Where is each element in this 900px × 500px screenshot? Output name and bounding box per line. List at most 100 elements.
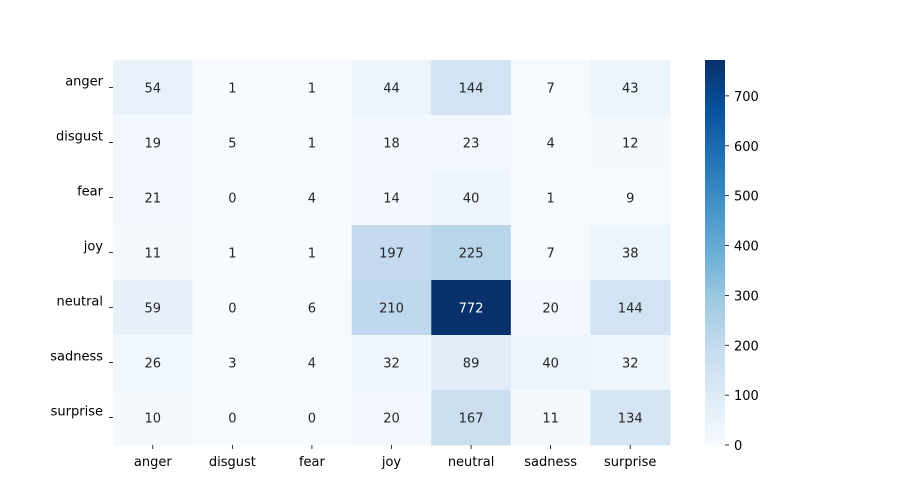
cell-neutral-fear — [272, 280, 353, 336]
cell-value-label: 40 — [463, 192, 480, 207]
cell-value-label: 225 — [459, 247, 484, 262]
cell-disgust-sadness — [510, 115, 591, 171]
cell-value-label: 32 — [383, 357, 400, 372]
x-tick-label-surprise: surprise — [604, 455, 656, 470]
colorbar-tick-label: 300 — [734, 289, 759, 304]
cell-value-label: 4 — [308, 192, 316, 207]
cell-joy-disgust — [192, 225, 273, 281]
cell-value-label: 9 — [626, 192, 634, 207]
y-tick-label-sadness: sadness — [50, 350, 103, 365]
cell-joy-fear — [272, 225, 353, 281]
cell-disgust-neutral — [431, 115, 512, 171]
cell-surprise-anger — [113, 390, 194, 446]
x-tick-label-anger: anger — [134, 455, 172, 470]
cell-surprise-neutral — [431, 390, 512, 446]
cell-sadness-fear — [272, 335, 353, 391]
cell-disgust-anger — [113, 115, 194, 171]
cell-neutral-sadness — [510, 280, 591, 336]
cell-value-label: 1 — [228, 82, 236, 97]
cell-value-label: 0 — [228, 412, 236, 427]
cell-value-label: 0 — [228, 302, 236, 317]
cell-value-label: 4 — [547, 137, 555, 152]
cell-value-label: 6 — [308, 302, 316, 317]
cell-surprise-fear — [272, 390, 353, 446]
cell-value-label: 26 — [145, 357, 162, 372]
cell-neutral-neutral — [431, 280, 512, 336]
cell-value-label: 11 — [145, 247, 162, 262]
cell-value-label: 40 — [542, 357, 559, 372]
cell-value-label: 144 — [618, 302, 643, 317]
cell-value-label: 12 — [622, 137, 639, 152]
cell-value-label: 144 — [459, 82, 484, 97]
y-tick-label-disgust: disgust — [56, 130, 103, 145]
cell-surprise-joy — [351, 390, 432, 446]
cell-neutral-anger — [113, 280, 194, 336]
colorbar-tick-label: 200 — [734, 339, 759, 354]
cell-fear-neutral — [431, 170, 512, 226]
colorbar: 0 100 200 300 400 500 600 700 — [705, 60, 759, 454]
cell-value-label: 7 — [547, 247, 555, 262]
cell-value-label: 1 — [228, 247, 236, 262]
cell-disgust-joy — [351, 115, 432, 171]
cell-value-label: 1 — [308, 247, 316, 262]
cell-joy-sadness — [510, 225, 591, 281]
cell-value-label: 0 — [308, 412, 316, 427]
cell-value-label: 1 — [308, 82, 316, 97]
y-tick-label-joy: joy — [83, 240, 104, 255]
cell-surprise-disgust — [192, 390, 273, 446]
cell-value-label: 772 — [459, 302, 484, 317]
cell-fear-anger — [113, 170, 194, 226]
cell-surprise-sadness — [510, 390, 591, 446]
x-axis-ticks: anger disgust fear joy neutral sadness surpris… — [134, 445, 656, 470]
x-tick-label-sadness: sadness — [524, 455, 577, 470]
cell-sadness-sadness — [510, 335, 591, 391]
cell-value-label: 23 — [463, 137, 480, 152]
cell-value-label: 197 — [379, 247, 404, 262]
cell-surprise-surprise — [590, 390, 671, 446]
cell-value-label: 3 — [228, 357, 236, 372]
colorbar-tick-label: 700 — [734, 90, 759, 105]
cell-value-label: 10 — [145, 412, 162, 427]
colorbar-tick-label: 100 — [734, 389, 759, 404]
cell-sadness-anger — [113, 335, 194, 391]
cell-value-label: 11 — [542, 412, 559, 427]
cell-value-label: 43 — [622, 82, 639, 97]
cell-value-label: 20 — [383, 412, 400, 427]
cell-fear-disgust — [192, 170, 273, 226]
cell-value-label: 1 — [547, 192, 555, 207]
y-axis-ticks: anger disgust fear joy neutral sadness surpris… — [50, 75, 113, 420]
cell-joy-joy — [351, 225, 432, 281]
colorbar-tick-label: 500 — [734, 190, 759, 205]
cell-anger-sadness — [510, 60, 591, 116]
cell-value-label: 59 — [145, 302, 162, 317]
cell-anger-disgust — [192, 60, 273, 116]
colorbar-tick-label: 600 — [734, 140, 759, 155]
cell-sadness-joy — [351, 335, 432, 391]
cell-joy-neutral — [431, 225, 512, 281]
cell-joy-anger — [113, 225, 194, 281]
colorbar-gradient — [705, 60, 725, 445]
cell-sadness-surprise — [590, 335, 671, 391]
y-tick-label-surprise: surprise — [51, 405, 103, 420]
cell-fear-surprise — [590, 170, 671, 226]
y-tick-label-anger: anger — [65, 75, 103, 90]
cell-value-label: 89 — [463, 357, 480, 372]
cell-disgust-surprise — [590, 115, 671, 171]
cell-anger-neutral — [431, 60, 512, 116]
cell-fear-fear — [272, 170, 353, 226]
cell-anger-surprise — [590, 60, 671, 116]
cell-neutral-disgust — [192, 280, 273, 336]
cell-fear-joy — [351, 170, 432, 226]
cell-value-label: 14 — [383, 192, 400, 207]
cell-neutral-surprise — [590, 280, 671, 336]
cell-neutral-joy — [351, 280, 432, 336]
cell-value-label: 5 — [228, 137, 236, 152]
cell-value-label: 4 — [308, 357, 316, 372]
cell-value-label: 32 — [622, 357, 639, 372]
cell-disgust-fear — [272, 115, 353, 171]
cell-disgust-disgust — [192, 115, 273, 171]
x-tick-label-fear: fear — [299, 455, 326, 470]
cell-value-label: 1 — [308, 137, 316, 152]
cell-anger-fear — [272, 60, 353, 116]
